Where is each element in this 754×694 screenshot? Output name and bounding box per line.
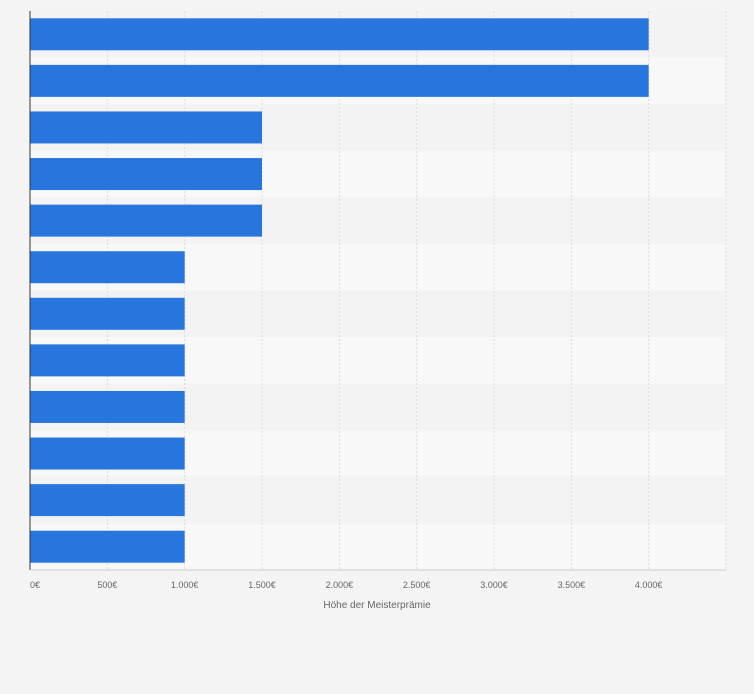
bar[interactable] — [30, 437, 185, 470]
bar[interactable] — [30, 111, 262, 144]
x-tick-label: 2.000€ — [326, 580, 354, 590]
x-axis-label: Höhe der Meisterprämie — [323, 600, 431, 611]
bar[interactable] — [30, 64, 649, 97]
x-tick-label: 1.500€ — [248, 580, 276, 590]
bar[interactable] — [30, 390, 185, 423]
x-tick-label: 0€ — [30, 580, 40, 590]
x-tick-label: 2.500€ — [403, 580, 431, 590]
x-tick-label: 4.000€ — [635, 580, 663, 590]
x-tick-label: 3.500€ — [558, 580, 586, 590]
x-tick-labels: 0€ 500€ 1.000€ 1.500€ 2.000€ 2.500€ 3.000€ 3.50… — [30, 580, 662, 590]
bars — [30, 18, 649, 563]
bar[interactable] — [30, 484, 185, 517]
x-tick-label: 500€ — [97, 580, 117, 590]
gridlines — [106, 11, 727, 570]
bar[interactable] — [30, 158, 262, 191]
bar[interactable] — [30, 344, 185, 377]
bar[interactable] — [30, 530, 185, 563]
bar[interactable] — [30, 18, 649, 51]
bar[interactable] — [30, 297, 185, 330]
x-tick-label: 1.000€ — [171, 580, 199, 590]
bar[interactable] — [30, 204, 262, 237]
x-tick-label: 3.000€ — [480, 580, 508, 590]
bar[interactable] — [30, 251, 185, 284]
axes — [29, 11, 726, 571]
